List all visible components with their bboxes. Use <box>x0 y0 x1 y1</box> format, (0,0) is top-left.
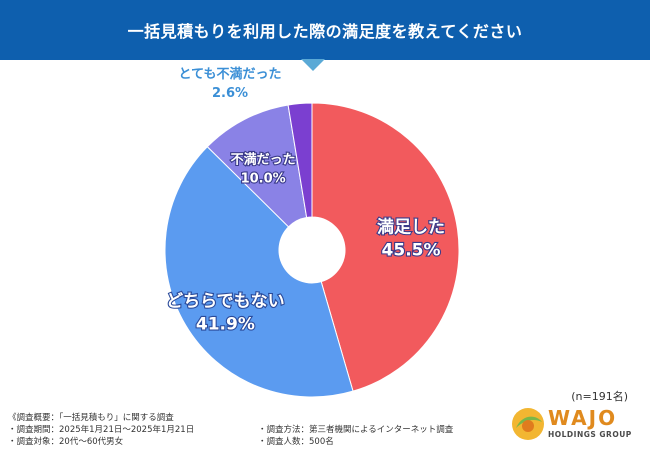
survey-count: ・調査人数：500名 <box>258 437 334 447</box>
logo-mark-icon <box>512 408 544 440</box>
pie-slice-1 <box>164 146 354 398</box>
pie-slice-3 <box>287 102 313 219</box>
survey-method: ・調査方法：第三者機関によるインターネット調査 <box>258 425 454 435</box>
sample-size-label: (n=191名) <box>571 390 628 403</box>
pie-slice-0 <box>311 102 460 392</box>
slice-label-3: とても不満だった <box>179 66 282 82</box>
slice-label-2: 不満だった <box>231 151 296 167</box>
survey-target: ・調査対象：20代〜60代男女 <box>8 437 124 447</box>
survey-overview: 《調査概要：「一括見積もり」に関する調査 <box>8 413 174 423</box>
survey-period: ・調査期間：2025年1月21日〜2025年1月21日 <box>8 425 195 435</box>
survey-notes: 《調査概要：「一括見積もり」に関する調査 ・調査期間：2025年1月21日〜20… <box>8 412 478 448</box>
logo-wordmark: WAJO <box>548 406 618 430</box>
pie-slice-2 <box>206 104 308 228</box>
header-banner: 一括見積もりを利用した際の満足度を教えてください <box>0 0 650 60</box>
wajo-logo: WAJO HOLDINGS GROUP <box>508 404 634 444</box>
header-notch <box>301 59 325 71</box>
slice-label-1: どちらでもない <box>166 292 285 312</box>
page-title: 一括見積もりを利用した際の満足度を教えてください <box>127 22 523 41</box>
slice-value-2: 10.0% <box>241 171 286 186</box>
slice-value-1: 41.9% <box>196 315 255 335</box>
slice-label-0: 満足した <box>377 217 445 238</box>
logo-subtitle: HOLDINGS GROUP <box>548 430 632 439</box>
slice-value-3: 2.6% <box>212 86 248 101</box>
slice-value-0: 45.5% <box>382 241 441 261</box>
donut-chart: 満足した 45.5% どちらでもない 41.9% 不満だった 10.0% とても不満だった 2… <box>164 66 460 398</box>
